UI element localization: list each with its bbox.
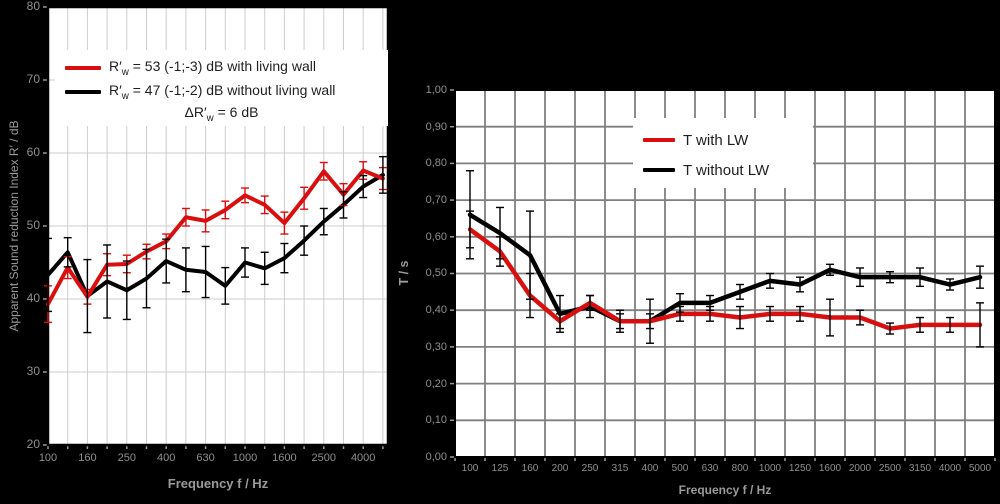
- y-tick-label: 0,60: [425, 230, 447, 243]
- x-tick-label: 160: [521, 463, 539, 474]
- x-tick-label: 1600: [272, 452, 297, 464]
- x-tick-label: 2000: [848, 463, 872, 474]
- legend-label: T without LW: [683, 161, 770, 179]
- y-tick-label: 0,40: [425, 304, 447, 317]
- right-x-axis-title: Frequency f / Hz: [678, 483, 772, 497]
- x-tick-label: 200: [551, 463, 569, 474]
- x-tick-label: 160: [78, 452, 97, 464]
- sound-reduction-chart: Apparent Sound reduction Index R′ / dB F…: [0, 0, 420, 504]
- legend-swatch: [65, 90, 101, 94]
- y-tick-label: 50: [26, 218, 40, 233]
- right-chart-legend: T with LW T without LW: [633, 118, 813, 188]
- x-tick-label: 315: [611, 463, 629, 474]
- legend-label: T with LW: [683, 131, 749, 149]
- y-tick-label: 0,00: [425, 450, 447, 463]
- series-line-r-w-47-db-without-living-wall: [46, 172, 385, 299]
- legend-label: R′w = 47 (-1;-2) dB without living wall: [109, 82, 336, 102]
- plot-frame: [454, 89, 996, 458]
- y-tick-label: 70: [26, 72, 40, 87]
- x-tick-label: 125: [491, 463, 509, 474]
- x-tick-label: 4000: [938, 463, 962, 474]
- x-tick-label: 100: [38, 452, 58, 464]
- left-x-axis-title: Frequency f / Hz: [167, 476, 269, 491]
- y-tick-label: 40: [26, 291, 40, 306]
- x-tick-label: 1600: [818, 463, 842, 474]
- legend-swatch: [65, 66, 101, 70]
- x-tick-label: 400: [641, 463, 659, 474]
- x-tick-label: 1000: [758, 463, 782, 474]
- series-line-t-without-lw: [467, 212, 983, 324]
- x-tick-label: 2500: [311, 452, 337, 464]
- y-tick-label: 0,70: [425, 194, 447, 207]
- x-tick-label: 5000: [968, 463, 992, 474]
- series-line-t-with-lw: [467, 227, 983, 331]
- x-tick-label: 1000: [232, 452, 258, 464]
- legend-swatch: [643, 138, 675, 142]
- x-tick-label: 500: [671, 463, 689, 474]
- legend-entry: T without LW: [643, 158, 809, 182]
- plot-frame: [46, 5, 390, 447]
- reverberation-time-plot: [450, 89, 996, 461]
- y-tick-label: 1,00: [425, 83, 447, 96]
- legend-label: R′w = 53 (-1;-3) dB with living wall: [109, 58, 316, 78]
- x-tick-label: 1250: [788, 463, 812, 474]
- y-tick-label: 0,50: [425, 267, 447, 280]
- series-line-r-w-53-db-with-living-wall: [46, 168, 385, 307]
- y-tick-label: 30: [26, 364, 40, 379]
- y-tick-label: 0,80: [425, 157, 447, 170]
- y-tick-label: 60: [26, 145, 40, 160]
- x-tick-label: 630: [196, 452, 215, 464]
- legend-entry: T with LW: [643, 128, 809, 152]
- legend-swatch: [643, 168, 675, 172]
- x-tick-label: 4000: [350, 452, 376, 464]
- x-tick-label: 250: [117, 452, 136, 464]
- legend-entry: R′w = 53 (-1;-3) dB with living wall: [65, 56, 384, 80]
- x-tick-label: 630: [701, 463, 719, 474]
- reverberation-time-chart: T / s Frequency f / Hz T with LW T withou…: [395, 0, 1000, 504]
- x-tick-label: 100: [461, 463, 479, 474]
- y-tick-label: 0,90: [425, 120, 447, 133]
- x-tick-label: 800: [731, 463, 749, 474]
- x-tick-label: 250: [581, 463, 599, 474]
- y-tick-label: 0,10: [425, 414, 447, 427]
- x-tick-label: 400: [157, 452, 176, 464]
- y-tick-label: 0,20: [425, 377, 447, 390]
- legend-entry: R′w = 47 (-1;-2) dB without living wall: [65, 80, 384, 104]
- legend-note: ΔR′w = 6 dB: [184, 104, 259, 124]
- y-tick-label: 80: [26, 0, 40, 14]
- y-tick-label: 0,30: [425, 340, 447, 353]
- x-tick-label: 2500: [878, 463, 902, 474]
- y-tick-label: 20: [26, 437, 40, 452]
- x-tick-label: 3150: [908, 463, 932, 474]
- left-chart-legend: R′w = 53 (-1;-3) dB with living wall R′w …: [55, 50, 388, 126]
